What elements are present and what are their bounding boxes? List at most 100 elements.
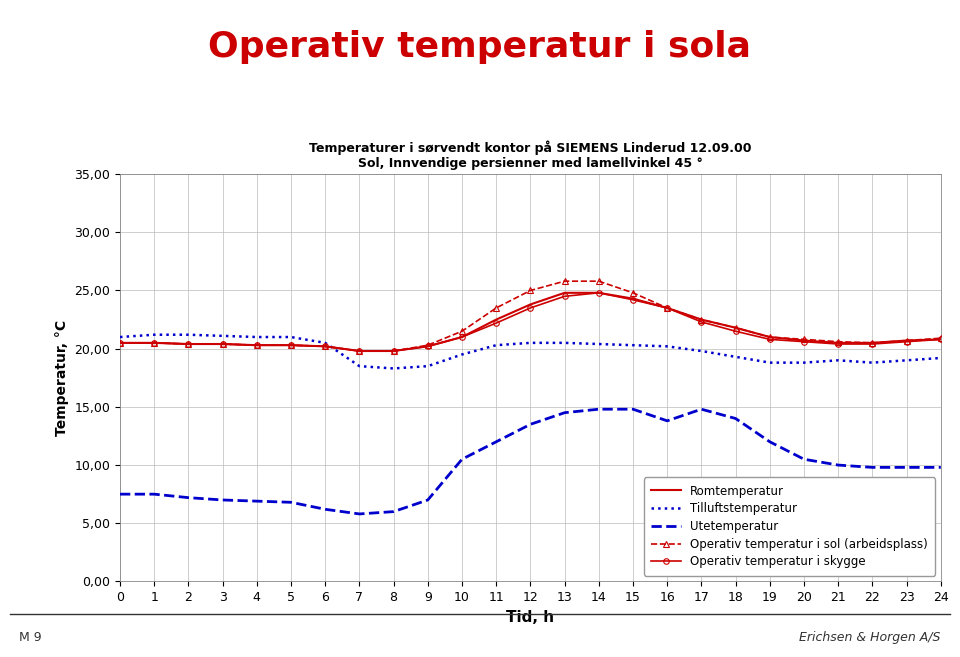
Romtemperatur xyxy=(285,341,297,349)
Operativ temperatur i sol (arbeidsplass) xyxy=(524,286,536,294)
Utetemperatur xyxy=(627,405,638,413)
Utetemperatur xyxy=(661,417,673,425)
Romtemperatur xyxy=(798,336,809,344)
Operativ temperatur i skygge xyxy=(661,304,673,312)
Operativ temperatur i skygge xyxy=(867,340,878,348)
Romtemperatur xyxy=(832,339,844,347)
Romtemperatur xyxy=(935,336,947,344)
Utetemperatur xyxy=(353,510,365,518)
Romtemperatur xyxy=(559,289,570,297)
Utetemperatur xyxy=(798,455,809,463)
Tilluftstemperatur xyxy=(661,342,673,350)
Utetemperatur xyxy=(182,493,194,501)
Romtemperatur xyxy=(491,315,502,323)
Tilluftstemperatur xyxy=(320,339,331,347)
Romtemperatur xyxy=(149,339,160,347)
Operativ temperatur i sol (arbeidsplass) xyxy=(593,277,605,285)
Operativ temperatur i skygge xyxy=(730,327,741,335)
Tilluftstemperatur xyxy=(764,359,776,367)
Tilluftstemperatur xyxy=(217,332,228,340)
Tilluftstemperatur xyxy=(524,339,536,347)
Romtemperatur xyxy=(353,347,365,355)
Operativ temperatur i sol (arbeidsplass) xyxy=(320,342,331,350)
Bar xyxy=(20,26,59,37)
Y-axis label: Temperatur, °C: Temperatur, °C xyxy=(55,320,69,436)
Operativ temperatur i sol (arbeidsplass) xyxy=(285,341,297,349)
Utetemperatur xyxy=(593,405,605,413)
Romtemperatur xyxy=(217,340,228,348)
Utetemperatur xyxy=(217,496,228,504)
Tilluftstemperatur xyxy=(798,359,809,367)
Tilluftstemperatur xyxy=(182,330,194,338)
Operativ temperatur i sol (arbeidsplass) xyxy=(900,336,912,344)
Tilluftstemperatur xyxy=(114,333,126,341)
Legend: Romtemperatur, Tilluftstemperatur, Utetemperatur, Operativ temperatur i sol (arb: Romtemperatur, Tilluftstemperatur, Utete… xyxy=(644,478,935,576)
Romtemperatur xyxy=(114,339,126,347)
Utetemperatur xyxy=(935,463,947,471)
Tilluftstemperatur xyxy=(696,347,708,355)
Tilluftstemperatur xyxy=(867,359,878,367)
Utetemperatur xyxy=(730,415,741,422)
Utetemperatur xyxy=(456,455,468,463)
Tilluftstemperatur xyxy=(149,330,160,338)
Operativ temperatur i skygge xyxy=(388,347,399,355)
Operativ temperatur i sol (arbeidsplass) xyxy=(696,315,708,323)
Tilluftstemperatur xyxy=(422,362,434,370)
Romtemperatur xyxy=(696,315,708,323)
Romtemperatur xyxy=(422,342,434,350)
Operativ temperatur i skygge xyxy=(798,338,809,346)
Operativ temperatur i skygge xyxy=(764,336,776,344)
Operativ temperatur i skygge xyxy=(627,296,638,304)
Bar xyxy=(61,54,89,63)
Romtemperatur xyxy=(524,300,536,308)
Operativ temperatur i skygge xyxy=(217,340,228,348)
Tilluftstemperatur xyxy=(559,339,570,347)
Romtemperatur xyxy=(764,333,776,341)
Bar xyxy=(79,26,89,89)
Operativ temperatur i skygge xyxy=(285,341,297,349)
Utetemperatur xyxy=(422,496,434,504)
Operativ temperatur i skygge xyxy=(559,292,570,300)
Utetemperatur xyxy=(832,461,844,469)
Operativ temperatur i sol (arbeidsplass) xyxy=(456,327,468,335)
Operativ temperatur i skygge xyxy=(524,304,536,312)
Utetemperatur xyxy=(149,490,160,498)
Romtemperatur xyxy=(182,340,194,348)
Utetemperatur xyxy=(764,438,776,445)
Bar xyxy=(20,54,50,63)
Line: Operativ temperatur i skygge: Operativ temperatur i skygge xyxy=(117,290,944,353)
Text: M 9: M 9 xyxy=(19,631,42,644)
Tilluftstemperatur xyxy=(935,354,947,362)
Utetemperatur xyxy=(559,409,570,417)
Tilluftstemperatur xyxy=(491,341,502,349)
Utetemperatur xyxy=(900,463,912,471)
Operativ temperatur i sol (arbeidsplass) xyxy=(559,277,570,285)
Operativ temperatur i sol (arbeidsplass) xyxy=(217,340,228,348)
Line: Utetemperatur: Utetemperatur xyxy=(120,409,941,514)
Tilluftstemperatur xyxy=(832,356,844,364)
Operativ temperatur i sol (arbeidsplass) xyxy=(182,340,194,348)
Romtemperatur xyxy=(456,333,468,341)
Operativ temperatur i sol (arbeidsplass) xyxy=(388,347,399,355)
Bar xyxy=(61,26,71,89)
Operativ temperatur i sol (arbeidsplass) xyxy=(798,336,809,344)
Utetemperatur xyxy=(388,508,399,516)
Romtemperatur xyxy=(388,347,399,355)
Romtemperatur xyxy=(661,304,673,312)
Romtemperatur xyxy=(900,336,912,344)
Operativ temperatur i skygge xyxy=(114,339,126,347)
Utetemperatur xyxy=(696,405,708,413)
Operativ temperatur i skygge xyxy=(353,347,365,355)
Bar xyxy=(20,78,59,89)
Tilluftstemperatur xyxy=(900,356,912,364)
Operativ temperatur i sol (arbeidsplass) xyxy=(867,339,878,347)
Tilluftstemperatur xyxy=(353,362,365,370)
Tilluftstemperatur xyxy=(730,353,741,361)
Text: Erichsen & Horgen A/S: Erichsen & Horgen A/S xyxy=(800,631,941,644)
Operativ temperatur i sol (arbeidsplass) xyxy=(935,334,947,342)
Utetemperatur xyxy=(320,505,331,513)
Operativ temperatur i skygge xyxy=(422,342,434,350)
Utetemperatur xyxy=(491,438,502,445)
Operativ temperatur i sol (arbeidsplass) xyxy=(661,304,673,312)
Operativ temperatur i skygge xyxy=(456,333,468,341)
